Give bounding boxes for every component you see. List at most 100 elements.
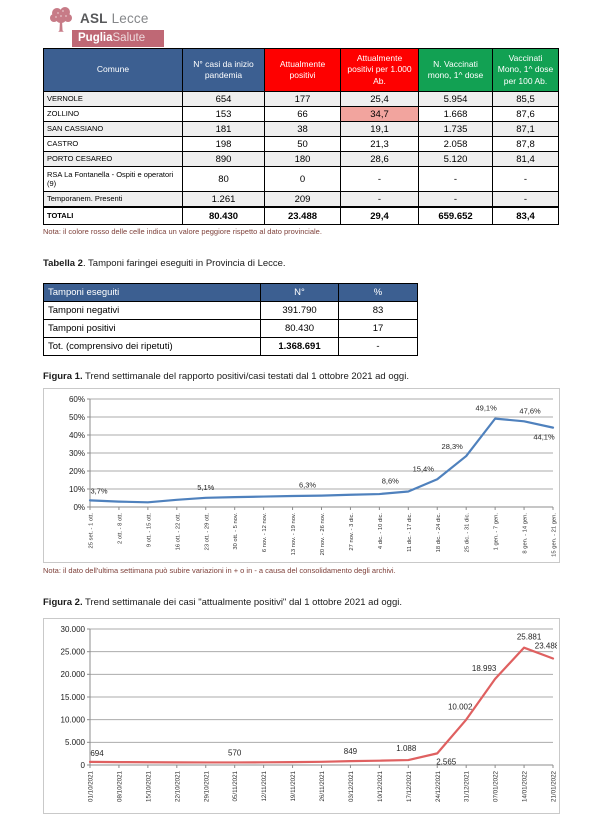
svg-text:29/10/2021: 29/10/2021 xyxy=(203,770,210,802)
value-cell: 5.954 xyxy=(418,91,493,107)
header-row: Tamponi eseguiti N°% xyxy=(43,283,418,302)
column-header: Tamponi eseguiti xyxy=(43,283,261,302)
comune-cell: SAN CASSIANO xyxy=(43,121,183,137)
svg-text:40%: 40% xyxy=(69,431,85,440)
value-cell: 198 xyxy=(182,136,265,152)
tabella2-caption-text: . Tamponi faringei eseguiti in Provincia… xyxy=(82,258,286,269)
svg-text:8,6%: 8,6% xyxy=(382,477,399,486)
tabella2-caption: Tabella 2. Tamponi faringei eseguiti in … xyxy=(43,258,558,269)
svg-text:0%: 0% xyxy=(73,503,85,512)
value-cell: - xyxy=(340,166,419,192)
label-cell: Tamponi negativi xyxy=(43,301,261,320)
svg-text:13 nov. - 19 nov.: 13 nov. - 19 nov. xyxy=(291,513,297,556)
figura1-caption-label: Figura 1. xyxy=(43,371,83,382)
table-row: Tot. (comprensivo dei ripetuti) 1.368.691… xyxy=(43,337,418,356)
figura2-caption: Figura 2. Trend settimanale dei casi "at… xyxy=(43,597,558,608)
figura1-svg: 0% 10% 20% 30% 40% 50% 60% 25 set. - 1 ott. 2 ot… xyxy=(69,395,558,557)
tamponi-table: Tamponi eseguiti N°% Tamponi negativi 391.… xyxy=(43,283,418,356)
table-row: ZOLLINO 153 66 34,7 1.668 87,6 xyxy=(43,106,559,122)
column-header: N. Vaccinati mono, 1^ dose xyxy=(418,48,493,92)
svg-text:30%: 30% xyxy=(69,449,85,458)
svg-text:30.000: 30.000 xyxy=(61,625,86,634)
svg-text:10.000: 10.000 xyxy=(61,715,86,724)
figura2-caption-label: Figura 2. xyxy=(43,597,83,608)
comune-cell: TOTALI xyxy=(43,206,183,225)
value-cell: 81,4 xyxy=(492,151,559,167)
svg-text:15.000: 15.000 xyxy=(61,693,86,702)
figura1-note: Nota: il dato dell'ultima settimana può … xyxy=(43,566,396,575)
value-cell: 180 xyxy=(264,151,341,167)
table-row: VERNOLE 654 177 25,4 5.954 85,5 xyxy=(43,91,559,107)
tabella2-caption-label: Tabella 2 xyxy=(43,258,83,269)
svg-text:20.000: 20.000 xyxy=(61,670,86,679)
figura1-chart: 0% 10% 20% 30% 40% 50% 60% 25 set. - 1 ott. 2 ot… xyxy=(43,388,560,563)
svg-text:2.565: 2.565 xyxy=(436,757,457,766)
table1-note: Nota: il colore rosso delle celle indica… xyxy=(43,227,322,236)
svg-text:10.002: 10.002 xyxy=(448,703,473,712)
svg-text:03/12/2021: 03/12/2021 xyxy=(348,770,355,802)
figura2-caption-text: Trend settimanale dei casi "attualmente … xyxy=(82,597,402,608)
tree-icon xyxy=(50,7,72,32)
column-header: Attualmente positivi per 1.000 Ab. xyxy=(340,48,419,92)
value-cell: 5.120 xyxy=(418,151,493,167)
value-cell: 177 xyxy=(264,91,341,107)
svg-text:6,3%: 6,3% xyxy=(299,481,316,490)
value-cell: 21,3 xyxy=(340,136,419,152)
svg-text:05/11/2021: 05/11/2021 xyxy=(232,770,239,801)
svg-text:15/10/2021: 15/10/2021 xyxy=(145,770,152,802)
figura2-svg: 0 5.000 10.000 15.000 20.000 25.000 30.000 01/1… xyxy=(61,625,560,802)
svg-text:2 ott. - 8 ott.: 2 ott. - 8 ott. xyxy=(117,513,123,544)
svg-text:49,1%: 49,1% xyxy=(475,404,497,413)
value-cell: 2.058 xyxy=(418,136,493,152)
svg-text:25.000: 25.000 xyxy=(61,647,86,656)
svg-text:17/12/2021: 17/12/2021 xyxy=(406,770,413,802)
svg-text:27 nov. - 3 dic.: 27 nov. - 3 dic. xyxy=(349,513,355,551)
value-cell: - xyxy=(418,166,493,192)
value-cell: 80.430 xyxy=(182,206,265,225)
column-header: N° casi da inizio pandemia xyxy=(182,48,265,92)
svg-text:15,4%: 15,4% xyxy=(413,464,435,473)
value-cell: 87,1 xyxy=(492,121,559,137)
value-cell: - xyxy=(340,191,419,208)
logo-asl: ASL xyxy=(80,11,108,26)
svg-text:25.881: 25.881 xyxy=(517,633,542,642)
svg-text:25 dic. - 31 dic.: 25 dic. - 31 dic. xyxy=(465,513,471,553)
value-cell: 181 xyxy=(182,121,265,137)
svg-text:6 nov. - 12 nov.: 6 nov. - 12 nov. xyxy=(262,513,268,552)
table-row: RSA La Fontanella - Ospiti e operatori (… xyxy=(43,166,559,192)
svg-text:4 dic. - 10 dic.: 4 dic. - 10 dic. xyxy=(378,513,384,549)
svg-text:694: 694 xyxy=(90,749,104,758)
svg-text:11 dic. - 17 dic.: 11 dic. - 17 dic. xyxy=(407,513,413,552)
svg-text:1.088: 1.088 xyxy=(396,744,417,753)
table-row: CASTRO 198 50 21,3 2.058 87,8 xyxy=(43,136,559,152)
svg-text:1 gen. - 7 gen.: 1 gen. - 7 gen. xyxy=(494,513,500,551)
svg-text:23 ott. - 29 ott.: 23 ott. - 29 ott. xyxy=(204,513,210,551)
svg-text:23.488: 23.488 xyxy=(535,642,557,651)
svg-text:21/01/2022: 21/01/2022 xyxy=(551,770,558,802)
svg-text:849: 849 xyxy=(344,747,358,756)
comune-cell: CASTRO xyxy=(43,136,183,152)
figura1-caption: Figura 1. Trend settimanale del rapporto… xyxy=(43,371,558,382)
svg-text:20 nov. - 26 nov.: 20 nov. - 26 nov. xyxy=(320,513,326,556)
column-header: Attualmente positivi xyxy=(264,48,341,92)
value-cell: 890 xyxy=(182,151,265,167)
svg-text:22/10/2021: 22/10/2021 xyxy=(174,770,181,802)
svg-text:01/10/2021: 01/10/2021 xyxy=(88,770,95,802)
table-row: SAN CASSIANO 181 38 19,1 1.735 87,1 xyxy=(43,121,559,137)
count-cell: 391.790 xyxy=(260,301,339,320)
label-cell: Tamponi positivi xyxy=(43,319,261,338)
svg-text:15 gen. - 21 gen.: 15 gen. - 21 gen. xyxy=(552,513,558,557)
svg-text:25 set. - 1 ott.: 25 set. - 1 ott. xyxy=(89,513,95,549)
svg-text:8 gen. - 14 gen.: 8 gen. - 14 gen. xyxy=(523,513,529,554)
svg-text:10/12/2021: 10/12/2021 xyxy=(377,770,384,802)
column-header: N° xyxy=(260,283,339,302)
svg-text:24/12/2021: 24/12/2021 xyxy=(435,770,442,802)
banner-puglia: Puglia xyxy=(78,32,113,44)
value-cell: 50 xyxy=(264,136,341,152)
value-cell: 25,4 xyxy=(340,91,419,107)
svg-text:60%: 60% xyxy=(69,395,85,404)
svg-text:28,3%: 28,3% xyxy=(442,442,464,451)
value-cell: - xyxy=(492,191,559,208)
column-header: Vaccinati Mono, 1^ dose per 100 Ab. xyxy=(492,48,559,92)
